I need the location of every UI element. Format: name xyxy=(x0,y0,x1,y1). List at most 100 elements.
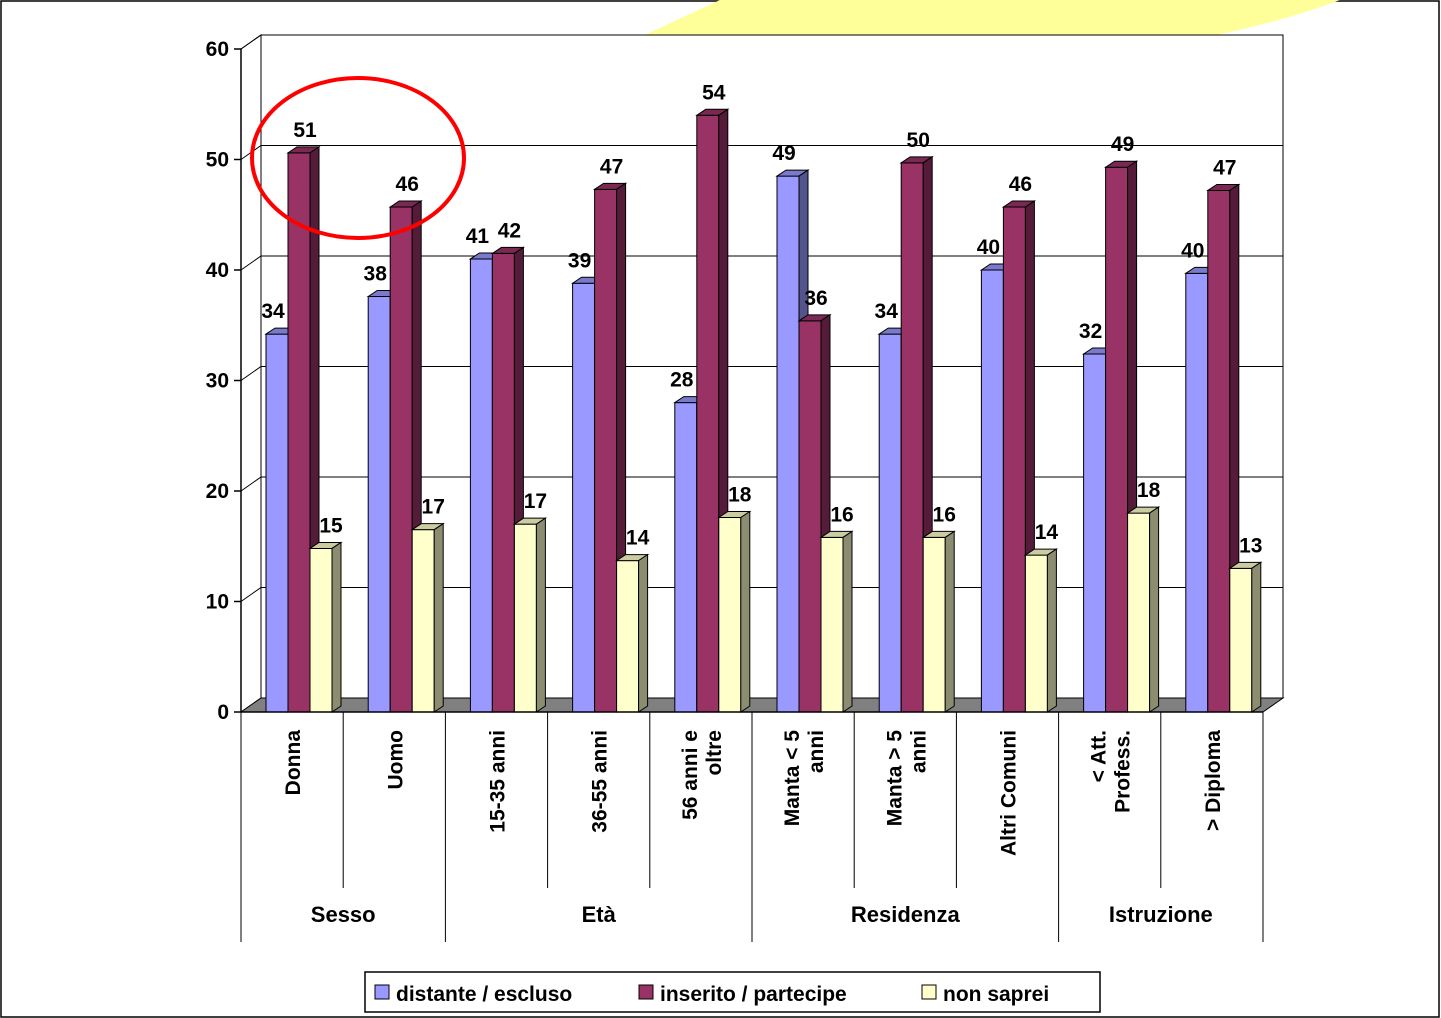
bar xyxy=(819,530,854,713)
bar xyxy=(1023,548,1059,713)
gridline xyxy=(240,476,1283,492)
y-tick-label: 60 xyxy=(206,38,229,61)
bar-front xyxy=(980,269,1004,713)
data-label: 40 xyxy=(1181,239,1204,262)
bar-front xyxy=(616,560,640,713)
legend-label: non saprei xyxy=(943,983,1049,1006)
data-label: 41 xyxy=(466,225,490,248)
data-label: 17 xyxy=(524,490,547,513)
y-tick-label: 0 xyxy=(217,701,229,724)
bar-front xyxy=(922,536,946,713)
bar-front xyxy=(798,320,822,713)
bar-front xyxy=(1127,512,1151,713)
data-label: 50 xyxy=(907,129,930,152)
gridline xyxy=(240,366,1283,381)
data-label: 39 xyxy=(568,249,591,272)
category-label: anni xyxy=(907,730,930,773)
data-label: 14 xyxy=(1035,521,1059,544)
bar-side xyxy=(638,553,649,713)
bar-front xyxy=(469,258,493,713)
data-label: 13 xyxy=(1239,534,1262,557)
bar-side xyxy=(535,517,546,713)
y-tick-label: 50 xyxy=(206,149,229,172)
bar-front xyxy=(696,114,720,713)
bar-front xyxy=(513,523,537,713)
data-label: 46 xyxy=(396,173,419,196)
bar xyxy=(614,553,650,713)
category-label: Donna xyxy=(282,730,305,796)
bar-front xyxy=(389,206,413,713)
data-label: 49 xyxy=(772,142,795,165)
legend: distante / escluso inserito / partecipe no… xyxy=(364,971,1101,1013)
data-label: 18 xyxy=(1137,479,1161,502)
axis-layer: 0 10 20 30 40 50 60 Donna Uomo 15-35 anni 36-55 an… xyxy=(206,38,1264,942)
bar-side xyxy=(1046,548,1057,713)
category-label: 36-55 anni xyxy=(589,730,612,833)
bar xyxy=(308,541,343,713)
bar-front xyxy=(411,529,435,713)
category-label: Manta > 5 xyxy=(883,730,906,827)
data-labels-layer: 34 51 15 38 46 17 41 42 17 39 47 14 28 54 18 49 36 16 34 50… xyxy=(261,81,1262,557)
gridline xyxy=(240,255,1283,271)
bar-front xyxy=(491,252,515,713)
category-label: > Diploma xyxy=(1202,730,1225,831)
data-label: 34 xyxy=(261,300,285,323)
bar-front xyxy=(718,517,742,713)
bar xyxy=(1125,506,1161,713)
data-label: 17 xyxy=(422,496,445,519)
category-label: 56 anni e xyxy=(679,730,702,820)
data-label: 36 xyxy=(804,287,827,310)
category-label: < Att. xyxy=(1088,730,1111,782)
category-label: Profess. xyxy=(1112,730,1135,813)
bar-front xyxy=(572,282,596,713)
category-label: Altri Comuni xyxy=(998,730,1021,856)
y-tick-label: 30 xyxy=(206,370,229,393)
bar-side xyxy=(1251,561,1262,713)
category-label: anni xyxy=(805,730,828,773)
data-label: 14 xyxy=(626,527,650,550)
data-label: 47 xyxy=(600,155,623,178)
category-label: 15-35 anni xyxy=(487,730,510,833)
data-label: 54 xyxy=(702,81,726,104)
bar-side xyxy=(842,530,853,713)
gridline xyxy=(240,34,1283,50)
bar-front xyxy=(1207,189,1231,713)
data-label: 51 xyxy=(293,119,317,142)
legend-label: distante / escluso xyxy=(396,983,572,1006)
bar xyxy=(410,522,445,713)
legend-label: inserito / partecipe xyxy=(660,983,847,1006)
highlight-circle xyxy=(250,76,466,240)
bar-front xyxy=(674,402,698,713)
bar-side xyxy=(944,530,955,713)
bar-front xyxy=(1105,166,1129,713)
bar-front xyxy=(309,547,333,713)
category-label: Manta < 5 xyxy=(781,730,804,827)
bar-front xyxy=(1002,206,1026,713)
data-label: 32 xyxy=(1079,320,1102,343)
bar xyxy=(1228,561,1263,713)
data-label: 15 xyxy=(319,514,343,537)
bar-front xyxy=(367,296,391,713)
bar-side xyxy=(740,510,751,713)
bar xyxy=(717,510,752,713)
data-label: 49 xyxy=(1111,133,1134,156)
bar xyxy=(512,517,548,713)
highlight-ellipse xyxy=(250,76,466,240)
data-label: 18 xyxy=(728,484,752,507)
y-tick-label: 20 xyxy=(206,480,229,503)
legend-swatch xyxy=(638,984,654,1000)
bar-front xyxy=(1185,272,1209,713)
bar-front xyxy=(1229,567,1253,713)
legend-swatch xyxy=(921,984,937,1000)
category-label: oltre xyxy=(703,730,726,776)
gridline xyxy=(240,145,1283,160)
bar-side xyxy=(433,522,444,713)
bar-front xyxy=(900,162,924,713)
legend-box xyxy=(364,971,1101,1013)
group-label: Residenza xyxy=(851,902,961,927)
category-label: Uomo xyxy=(384,730,407,790)
bar xyxy=(921,530,956,713)
bar-front xyxy=(287,152,311,713)
data-label: 16 xyxy=(830,503,853,526)
